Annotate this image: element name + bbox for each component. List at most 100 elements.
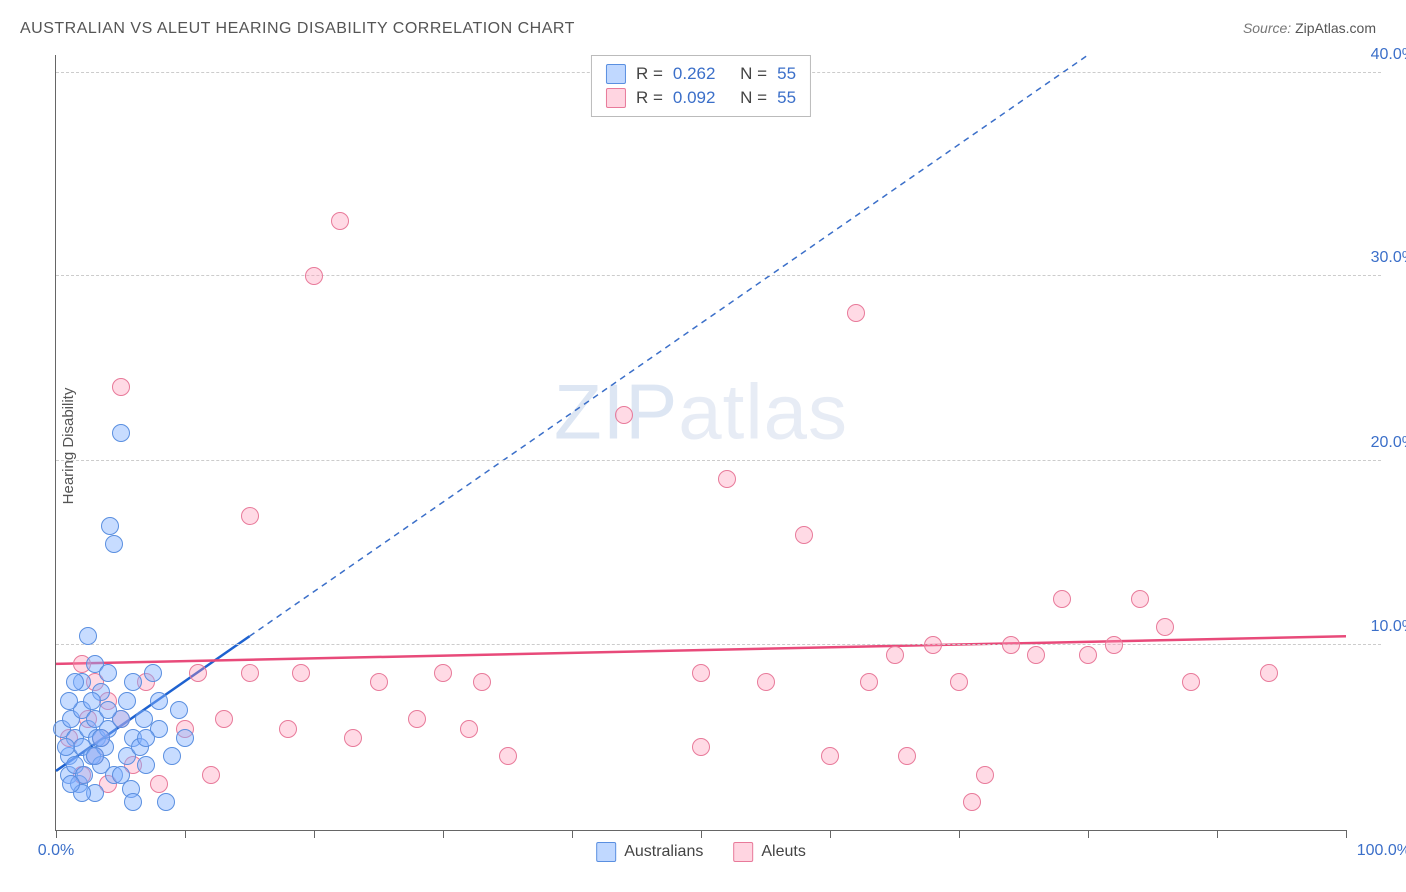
data-point: [202, 766, 220, 784]
data-point: [241, 664, 259, 682]
correlation-legend: R = 0.262 N = 55 R = 0.092 N = 55: [591, 55, 811, 117]
data-point: [692, 738, 710, 756]
data-point: [150, 692, 168, 710]
y-tick-label: 30.0%: [1371, 249, 1406, 267]
data-point: [66, 673, 84, 691]
y-tick-label: 10.0%: [1371, 618, 1406, 636]
data-point: [60, 692, 78, 710]
chart-title: AUSTRALIAN VS ALEUT HEARING DISABILITY C…: [20, 20, 575, 38]
data-point: [1027, 646, 1045, 664]
data-point: [924, 636, 942, 654]
data-point: [124, 793, 142, 811]
x-tick: [1346, 830, 1347, 838]
data-point: [124, 673, 142, 691]
data-point: [86, 747, 104, 765]
data-point: [821, 747, 839, 765]
data-point: [112, 424, 130, 442]
data-point: [112, 378, 130, 396]
x-tick: [1088, 830, 1089, 838]
n-value-australians: 55: [777, 64, 796, 84]
data-point: [279, 720, 297, 738]
data-point: [118, 692, 136, 710]
data-point: [1053, 590, 1071, 608]
trend-line: [250, 55, 1089, 636]
data-point: [99, 701, 117, 719]
swatch-icon: [733, 842, 753, 862]
x-tick: [959, 830, 960, 838]
data-point: [1156, 618, 1174, 636]
plot-area: ZIPatlas R = 0.262 N = 55 R = 0.092 N = …: [55, 55, 1346, 831]
gridline: [56, 460, 1381, 461]
r-label: R =: [636, 64, 663, 84]
x-tick-label: 0.0%: [38, 842, 74, 860]
data-point: [101, 517, 119, 535]
data-point: [105, 535, 123, 553]
data-point: [79, 627, 97, 645]
x-tick: [56, 830, 57, 838]
data-point: [1079, 646, 1097, 664]
trend-lines: [56, 55, 1346, 830]
n-label: N =: [740, 88, 767, 108]
legend-item-australians: Australians: [596, 842, 703, 862]
r-label: R =: [636, 88, 663, 108]
data-point: [963, 793, 981, 811]
data-point: [1002, 636, 1020, 654]
gridline: [56, 275, 1381, 276]
legend-row-aleuts: R = 0.092 N = 55: [606, 86, 796, 110]
data-point: [950, 673, 968, 691]
x-tick: [185, 830, 186, 838]
data-point: [898, 747, 916, 765]
x-tick: [701, 830, 702, 838]
data-point: [408, 710, 426, 728]
data-point: [112, 766, 130, 784]
data-point: [144, 664, 162, 682]
watermark-atlas: atlas: [678, 367, 848, 455]
y-tick-label: 40.0%: [1371, 46, 1406, 64]
data-point: [460, 720, 478, 738]
data-point: [305, 267, 323, 285]
data-point: [292, 664, 310, 682]
data-point: [757, 673, 775, 691]
data-point: [170, 701, 188, 719]
data-point: [370, 673, 388, 691]
data-point: [57, 738, 75, 756]
data-point: [434, 664, 452, 682]
data-point: [1260, 664, 1278, 682]
data-point: [1105, 636, 1123, 654]
data-point: [795, 526, 813, 544]
r-value-aleuts: 0.092: [673, 88, 716, 108]
x-tick: [1217, 830, 1218, 838]
data-point: [241, 507, 259, 525]
data-point: [163, 747, 181, 765]
data-point: [860, 673, 878, 691]
legend-row-australians: R = 0.262 N = 55: [606, 62, 796, 86]
legend-label-australians: Australians: [624, 843, 703, 861]
data-point: [92, 729, 110, 747]
data-point: [150, 775, 168, 793]
data-point: [137, 756, 155, 774]
data-point: [886, 646, 904, 664]
x-tick-label: 100.0%: [1357, 842, 1406, 860]
data-point: [83, 692, 101, 710]
legend-item-aleuts: Aleuts: [733, 842, 805, 862]
n-value-aleuts: 55: [777, 88, 796, 108]
data-point: [847, 304, 865, 322]
data-point: [189, 664, 207, 682]
data-point: [1131, 590, 1149, 608]
n-label: N =: [740, 64, 767, 84]
x-tick: [830, 830, 831, 838]
trend-line: [56, 636, 1346, 664]
data-point: [1182, 673, 1200, 691]
data-point: [215, 710, 233, 728]
gridline: [56, 644, 1381, 645]
source-label: Source:: [1243, 20, 1291, 36]
data-point: [718, 470, 736, 488]
data-point: [692, 664, 710, 682]
data-point: [137, 729, 155, 747]
data-point: [176, 729, 194, 747]
data-point: [976, 766, 994, 784]
data-point: [344, 729, 362, 747]
data-point: [62, 775, 80, 793]
data-point: [331, 212, 349, 230]
data-point: [99, 664, 117, 682]
